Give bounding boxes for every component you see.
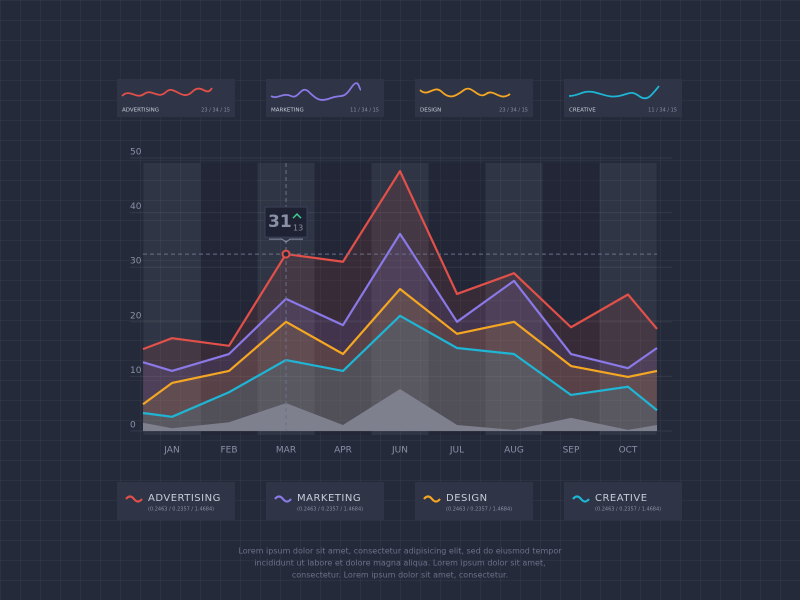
x-tick-label: OCT — [619, 446, 638, 456]
legend-swatch — [423, 495, 441, 503]
series-area — [143, 233, 657, 431]
tooltip-change: 13 — [293, 224, 303, 233]
legend-swatch — [572, 495, 590, 503]
sparkline — [121, 87, 213, 97]
column-band — [542, 163, 600, 435]
card-stats: 11 / 34 / 15 — [648, 108, 677, 114]
baseline-area — [143, 388, 657, 431]
legend-detail: (0.2463 / 0.2357 / 1.4684) — [595, 507, 661, 513]
series-area — [143, 289, 657, 431]
x-tick-label: FEB — [220, 446, 237, 456]
card-name: ADVERTISING — [122, 108, 159, 114]
series-area — [143, 171, 657, 431]
card-name: CREATIVE — [569, 108, 596, 114]
y-tick-label: 0 — [130, 421, 136, 431]
series-line — [142, 170, 658, 351]
tooltip-arrow — [292, 213, 302, 219]
column-band — [200, 163, 258, 435]
x-tick-label: APR — [334, 446, 352, 456]
series-line — [142, 314, 658, 418]
sparkline — [568, 85, 660, 100]
legend-label: ADVERTISING — [148, 493, 221, 504]
summary-card — [266, 79, 384, 117]
footer-text: consectetur. Lorem ipsum dolor sit amet,… — [292, 571, 508, 580]
series-line — [142, 232, 658, 373]
legend-label: DESIGN — [446, 493, 488, 504]
x-tick-label: SEP — [563, 446, 580, 456]
footer-text: Lorem ipsum dolor sit amet, consectetur … — [238, 547, 562, 556]
legend-detail: (0.2463 / 0.2357 / 1.4684) — [446, 507, 512, 513]
card-name: MARKETING — [271, 108, 304, 114]
summary-card — [415, 79, 533, 117]
card-name: DESIGN — [420, 108, 441, 114]
column-band — [314, 163, 372, 435]
sparkline — [419, 87, 511, 98]
tooltip-underline — [269, 238, 303, 243]
legend-label: MARKETING — [297, 493, 361, 504]
summary-card — [117, 79, 235, 117]
column-band — [143, 163, 201, 435]
y-tick-label: 40 — [130, 202, 142, 212]
footer-text: incididunt ut labore et dolore magna ali… — [254, 559, 545, 568]
series-area — [143, 315, 657, 431]
sparkline — [270, 82, 362, 101]
summary-card — [564, 79, 682, 117]
legend-swatch — [274, 495, 292, 503]
legend-swatch — [125, 495, 143, 503]
series-line — [142, 287, 658, 406]
legend-detail: (0.2463 / 0.2357 / 1.4684) — [148, 507, 214, 513]
card-stats: 23 / 34 / 15 — [201, 108, 230, 114]
y-tick-label: 50 — [130, 148, 142, 158]
y-tick-label: 30 — [130, 257, 142, 267]
card-stats: 23 / 34 / 15 — [499, 108, 528, 114]
legend-label: CREATIVE — [595, 493, 648, 504]
x-tick-label: JUL — [449, 446, 464, 456]
column-band — [485, 163, 543, 435]
x-tick-label: MAR — [276, 446, 296, 456]
x-tick-label: JUN — [391, 446, 408, 456]
highlight-point — [281, 249, 291, 259]
column-band — [428, 163, 486, 435]
card-stats: 11 / 34 / 15 — [350, 108, 379, 114]
tooltip-box — [264, 206, 308, 238]
tooltip-value: 31 — [268, 212, 292, 232]
y-tick-label: 20 — [130, 311, 142, 321]
legend-detail: (0.2463 / 0.2357 / 1.4684) — [297, 507, 363, 513]
y-tick-label: 10 — [130, 366, 142, 376]
x-tick-label: JAN — [163, 446, 179, 456]
x-tick-label: AUG — [504, 446, 524, 456]
